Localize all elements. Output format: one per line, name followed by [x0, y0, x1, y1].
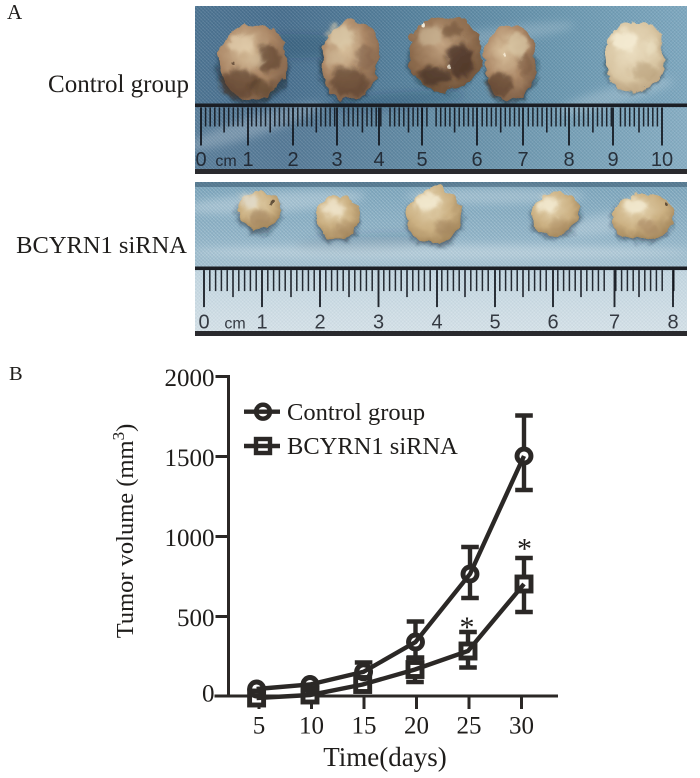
svg-text:cm: cm [224, 316, 245, 333]
svg-text:1000: 1000 [165, 525, 215, 552]
svg-text:15: 15 [352, 713, 377, 740]
svg-text:9: 9 [607, 149, 618, 171]
svg-text:1: 1 [256, 312, 267, 334]
svg-text:Time(days): Time(days) [323, 742, 447, 772]
svg-text:6: 6 [471, 149, 482, 171]
svg-text:7: 7 [517, 149, 528, 171]
svg-text:4: 4 [373, 149, 384, 171]
svg-text:1: 1 [242, 149, 253, 171]
svg-text:5: 5 [489, 312, 500, 334]
svg-text:8: 8 [667, 312, 678, 334]
svg-text:BCYRN1 siRNA: BCYRN1 siRNA [287, 433, 458, 460]
svg-text:0: 0 [198, 312, 209, 334]
svg-text:0: 0 [195, 149, 206, 171]
svg-text:1500: 1500 [165, 445, 215, 472]
svg-text:Control group: Control group [287, 399, 425, 426]
svg-text:20: 20 [404, 713, 429, 740]
svg-text:3: 3 [331, 149, 342, 171]
svg-text:*: * [517, 533, 532, 566]
svg-text:30: 30 [509, 713, 534, 740]
svg-text:2000: 2000 [165, 365, 215, 392]
svg-text:*: * [460, 611, 475, 644]
svg-text:3: 3 [373, 312, 384, 334]
svg-text:10: 10 [651, 149, 673, 171]
svg-text:cm: cm [215, 153, 236, 170]
svg-text:5: 5 [416, 149, 427, 171]
svg-text:5: 5 [253, 713, 266, 740]
svg-text:2: 2 [287, 149, 298, 171]
svg-text:2: 2 [314, 312, 325, 334]
svg-text:500: 500 [177, 605, 215, 632]
svg-text:0: 0 [202, 681, 215, 708]
svg-text:4: 4 [431, 312, 442, 334]
svg-text:10: 10 [299, 713, 324, 740]
svg-text:25: 25 [457, 713, 482, 740]
svg-text:8: 8 [563, 149, 574, 171]
svg-text:7: 7 [609, 312, 620, 334]
svg-text:Tumor volume (mm3): Tumor volume (mm3) [109, 424, 140, 639]
svg-text:6: 6 [547, 312, 558, 334]
